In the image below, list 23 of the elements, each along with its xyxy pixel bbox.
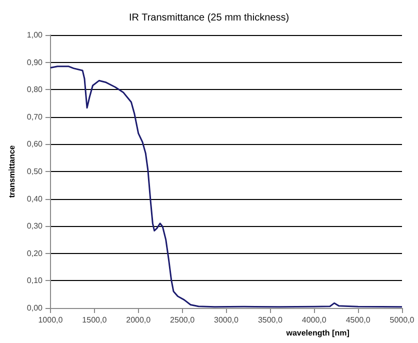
x-tick-label: 1500,0 — [82, 316, 108, 324]
x-tick-label: 3500,0 — [258, 316, 283, 324]
y-tick-label: 0,80 — [26, 85, 44, 94]
x-tick-label: 2000,0 — [126, 316, 152, 324]
x-tick-label: 2500,0 — [170, 316, 196, 324]
x-tick-label: 3000,0 — [214, 316, 240, 324]
y-tick-label: 0,00 — [26, 304, 44, 312]
y-tick-label: 0,90 — [26, 58, 44, 67]
x-tick-label: 5000,0 — [390, 316, 415, 324]
y-tick-label: 0,60 — [26, 140, 44, 149]
y-tick-label: 1,00 — [26, 30, 44, 40]
y-tick-label: 0,70 — [26, 112, 44, 122]
chart-title: IR Transmittance (25 mm thickness) — [128, 12, 290, 24]
y-tick-label: 0,50 — [26, 167, 44, 176]
y-tick-label: 0,10 — [26, 276, 44, 286]
y-tick-label: 0,40 — [26, 194, 44, 204]
x-tick-label: 4000,0 — [302, 316, 327, 324]
x-tick-label: 1000,0 — [38, 316, 64, 324]
y-axis-title: transmittance — [8, 144, 16, 198]
y-tick-label: 0,30 — [26, 222, 44, 231]
x-tick-label: 4500,0 — [346, 316, 371, 324]
y-tick-label: 0,20 — [26, 248, 44, 258]
x-axis-title: wavelength [nm] — [285, 328, 350, 338]
